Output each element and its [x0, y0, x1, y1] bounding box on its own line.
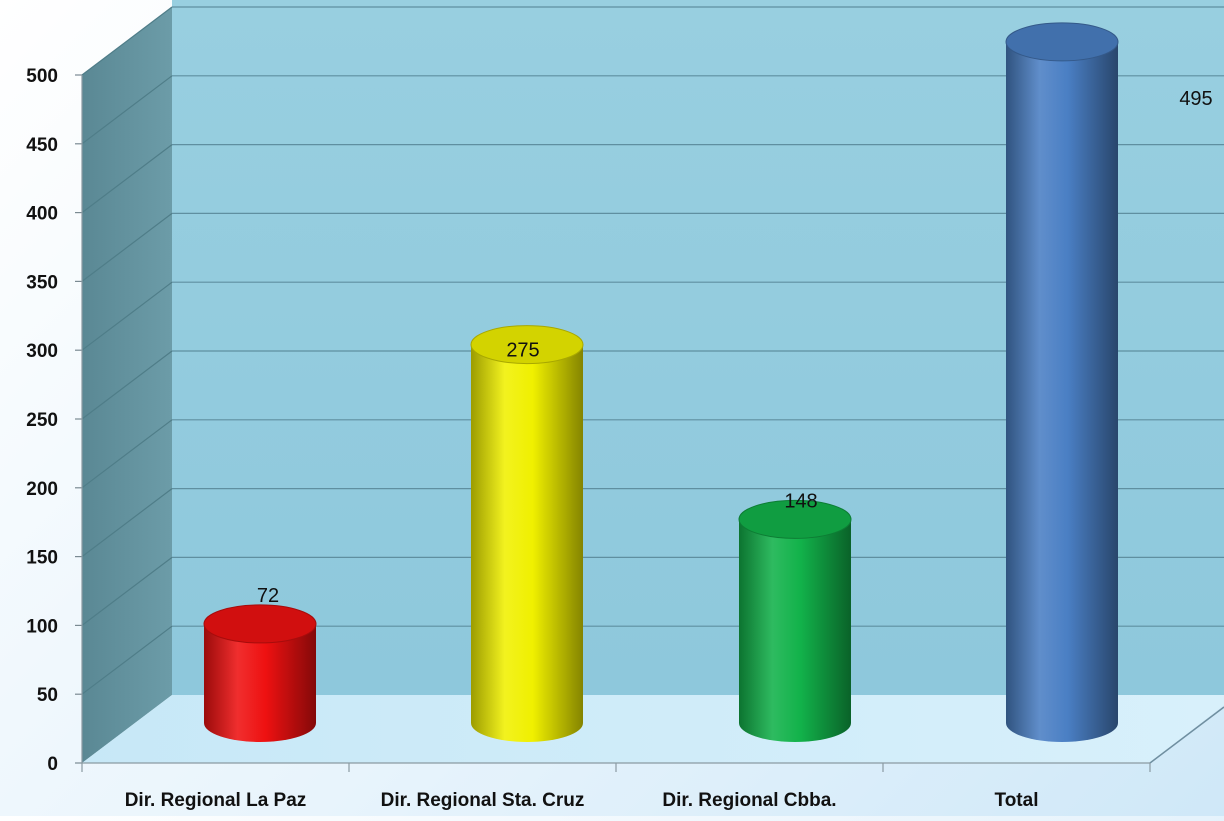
y-tick-label: 500	[26, 66, 58, 87]
bars	[203, 22, 1119, 742]
x-axis: Dir. Regional La Paz Dir. Regional Sta. C…	[81, 762, 1151, 811]
bar-3	[738, 499, 852, 742]
y-tick-label: 150	[26, 548, 58, 569]
bar-top	[738, 499, 852, 539]
gridline-side	[81, 350, 173, 420]
bar-body	[1006, 41, 1118, 742]
bar-body	[204, 623, 316, 742]
gridline-side	[81, 6, 173, 76]
y-tick-label: 350	[26, 272, 58, 293]
gridline-side	[81, 419, 173, 489]
bar-top	[1005, 22, 1119, 62]
y-tick-label: 0	[47, 754, 58, 775]
bar-top	[203, 604, 317, 644]
gridline-side	[81, 75, 173, 145]
gridline-side	[81, 281, 173, 351]
gridline-side	[81, 144, 173, 214]
bar-4	[1005, 22, 1119, 742]
data-label: 275	[506, 340, 539, 362]
gridline-side	[81, 556, 173, 626]
data-labels: 72 275 148 495	[257, 88, 1213, 607]
data-label: 72	[257, 585, 279, 607]
y-tick-label: 450	[26, 135, 58, 156]
x-tick-label: Dir. Regional Cbba.	[662, 790, 836, 811]
x-tick-label: Total	[995, 790, 1039, 811]
gridline-side	[81, 625, 173, 695]
y-tick-label: 200	[26, 479, 58, 500]
y-tick-label: 300	[26, 341, 58, 362]
y-tick-label: 50	[37, 685, 58, 706]
bar-top	[470, 325, 584, 365]
bar-body	[471, 344, 583, 742]
bar-1	[203, 604, 317, 742]
y-tick-label: 250	[26, 410, 58, 431]
gridline-side	[81, 212, 173, 282]
y-tick-label: 400	[26, 204, 58, 225]
gridline-side	[81, 488, 173, 558]
y-tick-label: 100	[26, 616, 58, 637]
data-label: 495	[1179, 88, 1212, 110]
floor-edge	[1149, 706, 1224, 764]
bar-2	[470, 325, 584, 742]
data-label: 148	[784, 490, 817, 512]
bar-body	[739, 519, 851, 742]
x-tick-label: Dir. Regional Sta. Cruz	[381, 790, 585, 811]
y-axis: 0 50 100 150 200 250 300 350 400 450 500	[26, 66, 83, 775]
x-tick-label: Dir. Regional La Paz	[125, 790, 307, 811]
floor	[82, 695, 1224, 763]
